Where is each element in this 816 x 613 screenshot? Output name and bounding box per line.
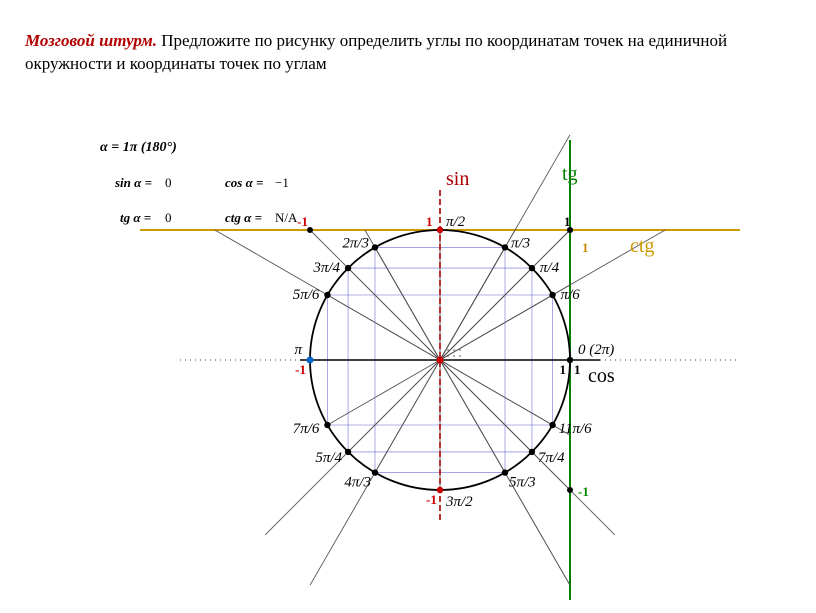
svg-text:7π/4: 7π/4 — [538, 450, 565, 466]
svg-text:-1: -1 — [578, 484, 589, 499]
svg-text:3π/4: 3π/4 — [312, 260, 340, 276]
svg-text:2π/3: 2π/3 — [342, 235, 369, 251]
svg-text:π/2: π/2 — [446, 214, 466, 230]
svg-text:π/6: π/6 — [561, 287, 581, 303]
svg-text:3π/2: 3π/2 — [445, 494, 473, 510]
heading-strong: Мозговой штурм. — [25, 31, 157, 50]
svg-text:sin: sin — [446, 168, 469, 190]
svg-text:ctg: ctg — [630, 235, 654, 257]
svg-text:-1: -1 — [295, 362, 306, 377]
svg-text:1: 1 — [560, 362, 567, 377]
svg-text:-1: -1 — [426, 492, 437, 507]
svg-text:5π/3: 5π/3 — [509, 475, 536, 491]
svg-text:π/3: π/3 — [511, 235, 530, 251]
svg-text:tg: tg — [562, 163, 578, 185]
svg-text:1: 1 — [574, 362, 581, 377]
svg-text:0 (2π): 0 (2π) — [578, 342, 614, 358]
svg-text:π/4: π/4 — [540, 260, 560, 276]
svg-text:π: π — [294, 342, 302, 358]
svg-text:5π/4: 5π/4 — [315, 450, 342, 466]
svg-text:4π/3: 4π/3 — [344, 475, 371, 491]
svg-text:11π/6: 11π/6 — [559, 421, 593, 437]
heading: Мозговой штурм. Предложите по рисунку оп… — [25, 30, 775, 76]
svg-text:7π/6: 7π/6 — [293, 421, 320, 437]
svg-text:1: 1 — [426, 214, 433, 229]
svg-text:1: 1 — [564, 214, 571, 229]
svg-text:1: 1 — [582, 240, 589, 255]
unit-circle-diagram: [object Object][object Object][object Ob… — [40, 130, 780, 610]
svg-text:-1: -1 — [297, 214, 308, 229]
svg-text:cos: cos — [588, 365, 615, 387]
svg-text:5π/6: 5π/6 — [293, 287, 320, 303]
